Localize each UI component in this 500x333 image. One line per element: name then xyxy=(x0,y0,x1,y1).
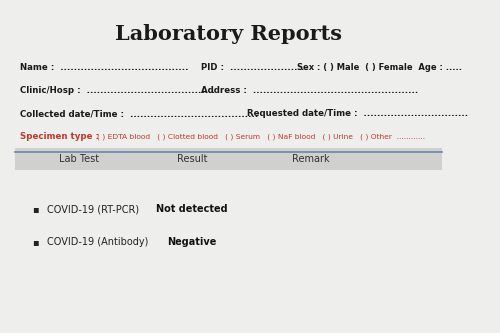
Text: Sex : ( ) Male  ( ) Female  Age : .....: Sex : ( ) Male ( ) Female Age : ..... xyxy=(296,63,462,72)
Text: Address :  .................................................: Address : ..............................… xyxy=(202,86,418,95)
Text: Lab Test: Lab Test xyxy=(58,154,98,164)
Text: Clinic/Hosp :  ......................................: Clinic/Hosp : ..........................… xyxy=(20,86,214,95)
Text: Remark: Remark xyxy=(292,154,329,164)
Text: Negative: Negative xyxy=(168,237,217,247)
Text: Result: Result xyxy=(177,154,208,164)
Text: Laboratory Reports: Laboratory Reports xyxy=(115,24,342,44)
Text: COVID-19 (RT-PCR): COVID-19 (RT-PCR) xyxy=(47,204,139,214)
Text: Name :  ......................................: Name : .................................… xyxy=(20,63,188,72)
Text: COVID-19 (Antibody): COVID-19 (Antibody) xyxy=(47,237,148,247)
Text: PID :  .......................: PID : ....................... xyxy=(202,63,308,72)
Text: Requested date/Time :  ...............................: Requested date/Time : ..................… xyxy=(246,109,468,118)
FancyBboxPatch shape xyxy=(15,148,442,170)
Text: Collected date/Time :  ......................................: Collected date/Time : ..................… xyxy=(20,109,258,118)
Text: ▪: ▪ xyxy=(32,204,39,214)
Text: ▪: ▪ xyxy=(32,237,39,247)
Text: Not detected: Not detected xyxy=(156,204,228,214)
Text: Specimen type :: Specimen type : xyxy=(20,132,98,141)
Text: ( ) EDTA blood   ( ) Clotted blood   ( ) Serum   ( ) NaF blood   ( ) Urine   ( ): ( ) EDTA blood ( ) Clotted blood ( ) Ser… xyxy=(97,134,425,140)
